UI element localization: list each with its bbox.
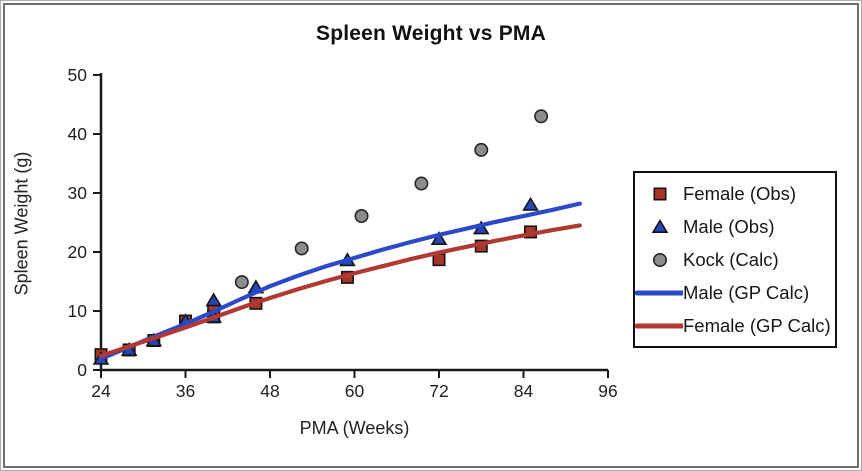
y-tick-label: 10 <box>68 301 88 321</box>
y-tick-label: 50 <box>68 65 88 85</box>
legend-swatch-line-icon <box>635 290 683 295</box>
marker-triangle <box>430 231 448 246</box>
legend-swatch-square-icon <box>653 187 667 200</box>
series-kock-calc <box>234 109 549 290</box>
legend-label: Male (GP Calc) <box>683 281 810 303</box>
legend-swatch-circle-icon <box>652 252 667 267</box>
marker-circle <box>652 252 667 267</box>
line-female-gp-calc <box>98 223 582 358</box>
marker-circle <box>414 176 429 191</box>
legend-label: Female (GP Calc) <box>683 314 831 336</box>
x-tick-label: 36 <box>176 381 195 401</box>
y-tick-label: 0 <box>77 360 87 380</box>
line-male-gp-calc <box>98 201 582 361</box>
x-axis-title: PMA (Weeks) <box>299 418 410 438</box>
series-female-gp-calc <box>98 223 582 358</box>
marker-triangle <box>205 292 222 307</box>
legend-label: Kock (Calc) <box>683 248 779 270</box>
marker-circle <box>474 142 489 157</box>
legend: Female (Obs) Male (Obs) Kock (Calc) Male (G… <box>633 171 837 348</box>
series-male-obs <box>92 196 539 365</box>
x-tick-label: 24 <box>91 381 111 401</box>
marker-triangle <box>651 218 669 233</box>
marker-triangle <box>522 196 539 211</box>
legend-item-female-obs: Female (Obs) <box>635 179 835 209</box>
marker-circle <box>294 241 309 256</box>
series-male-gp-calc <box>98 201 582 361</box>
legend-label: Female (Obs) <box>683 182 797 204</box>
legend-swatch-triangle-icon <box>651 218 669 233</box>
legend-label: Male (Obs) <box>683 215 775 237</box>
x-tick-label: 60 <box>345 381 365 401</box>
y-tick-label: 20 <box>68 242 88 262</box>
chart-border <box>3 3 859 468</box>
chart-title: Spleen Weight vs PMA <box>316 22 546 45</box>
legend-swatch-line-icon <box>635 323 683 328</box>
x-tick-label: 72 <box>429 381 448 401</box>
marker-circle <box>354 209 369 224</box>
legend-item-kock-calc: Kock (Calc) <box>635 245 835 275</box>
x-tick-label: 84 <box>514 381 534 401</box>
marker-circle <box>234 275 249 290</box>
x-tick-label: 48 <box>260 381 279 401</box>
x-tick-label: 96 <box>598 381 617 401</box>
legend-item-female-gp-calc: Female (GP Calc) <box>635 311 835 341</box>
marker-square <box>653 187 667 200</box>
legend-item-male-gp-calc: Male (GP Calc) <box>635 278 835 308</box>
y-tick-label: 40 <box>68 124 88 144</box>
legend-item-male-obs: Male (Obs) <box>635 212 835 242</box>
marker-circle <box>534 109 549 124</box>
y-tick-label: 30 <box>68 183 88 203</box>
marker-square <box>432 253 446 267</box>
